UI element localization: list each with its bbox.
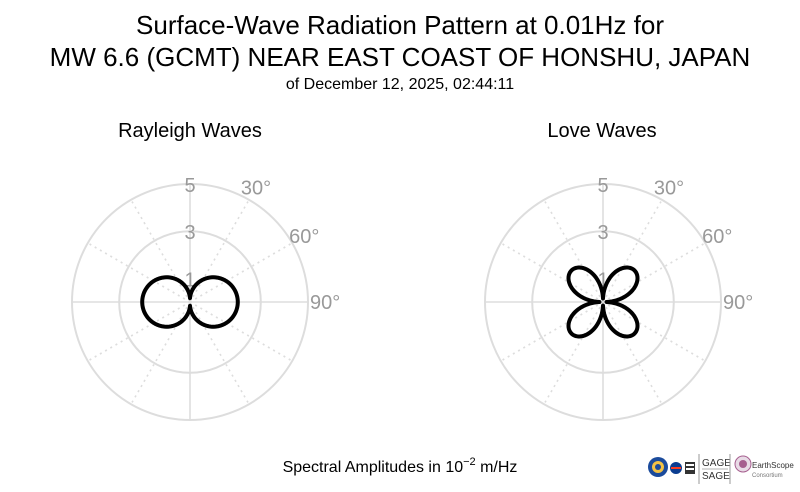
earthscope-logo-icon: [734, 455, 752, 473]
rayleigh-ring-3: [118, 230, 262, 374]
rayleigh-spoke-210: [130, 301, 191, 405]
units-prefix: Spectral Amplitudes in: [282, 459, 446, 476]
units-exponent: 10−2: [445, 456, 476, 476]
love-angle-label: 90°: [723, 292, 753, 314]
love-panel-title: Love Waves: [547, 120, 657, 142]
rayleigh-angle-label: 60°: [289, 226, 319, 248]
rayleigh-spoke-150: [189, 301, 250, 405]
love-spoke-330: [543, 199, 604, 303]
love-spoke-60: [602, 242, 706, 303]
love-spoke-150: [602, 301, 663, 405]
love-spoke-210: [543, 301, 604, 405]
units-suffix: m/Hz: [475, 459, 518, 476]
rayleigh-spoke-30: [189, 199, 250, 303]
love-radial-tick-label: 1: [597, 269, 608, 291]
nsf-logo-icon: [648, 457, 668, 477]
love-spoke-300: [500, 242, 604, 303]
rayleigh-radial-tick-label: 1: [184, 269, 195, 291]
earthscope-logo-text: EarthScope: [752, 461, 794, 470]
rayleigh-angle-label: 90°: [310, 292, 340, 314]
rayleigh-spoke-300: [87, 242, 191, 303]
love-ring-5: [484, 183, 722, 421]
sponsor-logos: GAGE SAGE EarthScope Consortium: [648, 454, 794, 484]
rayleigh-panel-title: Rayleigh Waves: [118, 120, 262, 142]
consortium-logo-text: Consortium: [752, 473, 783, 479]
love-radial-tick-label: 3: [597, 222, 608, 244]
chart-title-line2: MW 6.6 (GCMT) NEAR EAST COAST OF HONSHU,…: [49, 42, 751, 72]
sage-logo-text: SAGE: [702, 471, 730, 482]
rayleigh-spoke-240: [87, 301, 191, 362]
rayleigh-spoke-60: [189, 242, 293, 303]
chart-title-line1: Surface-Wave Radiation Pattern at 0.01Hz…: [136, 10, 664, 40]
love-spoke-30: [602, 199, 663, 303]
rayleigh-spoke-330: [130, 199, 191, 303]
love-spoke-240: [500, 301, 604, 362]
rayleigh-radiation-pattern: [140, 275, 240, 329]
rayleigh-radial-tick-label: 5: [184, 175, 195, 197]
rayleigh-ring-5: [71, 183, 309, 421]
love-angle-label: 30°: [654, 178, 684, 200]
love-spoke-120: [602, 301, 706, 362]
love-ring-3: [531, 230, 675, 374]
love-angle-label: 60°: [702, 226, 732, 248]
gage-logo-text: GAGE: [702, 458, 731, 469]
amplitude-units-label: Spectral Amplitudes in 10−2 m/Hz: [0, 450, 800, 480]
love-radiation-pattern: [566, 265, 640, 339]
rayleigh-angle-label: 30°: [241, 178, 271, 200]
chart-subtitle: of December 12, 2025, 02:44:11: [285, 76, 515, 93]
rayleigh-radial-tick-label: 3: [184, 222, 195, 244]
nasa-logo-icon: [670, 462, 682, 474]
usgs-logo-icon: [685, 462, 695, 474]
love-radial-tick-label: 5: [597, 175, 608, 197]
rayleigh-spoke-120: [189, 301, 293, 362]
